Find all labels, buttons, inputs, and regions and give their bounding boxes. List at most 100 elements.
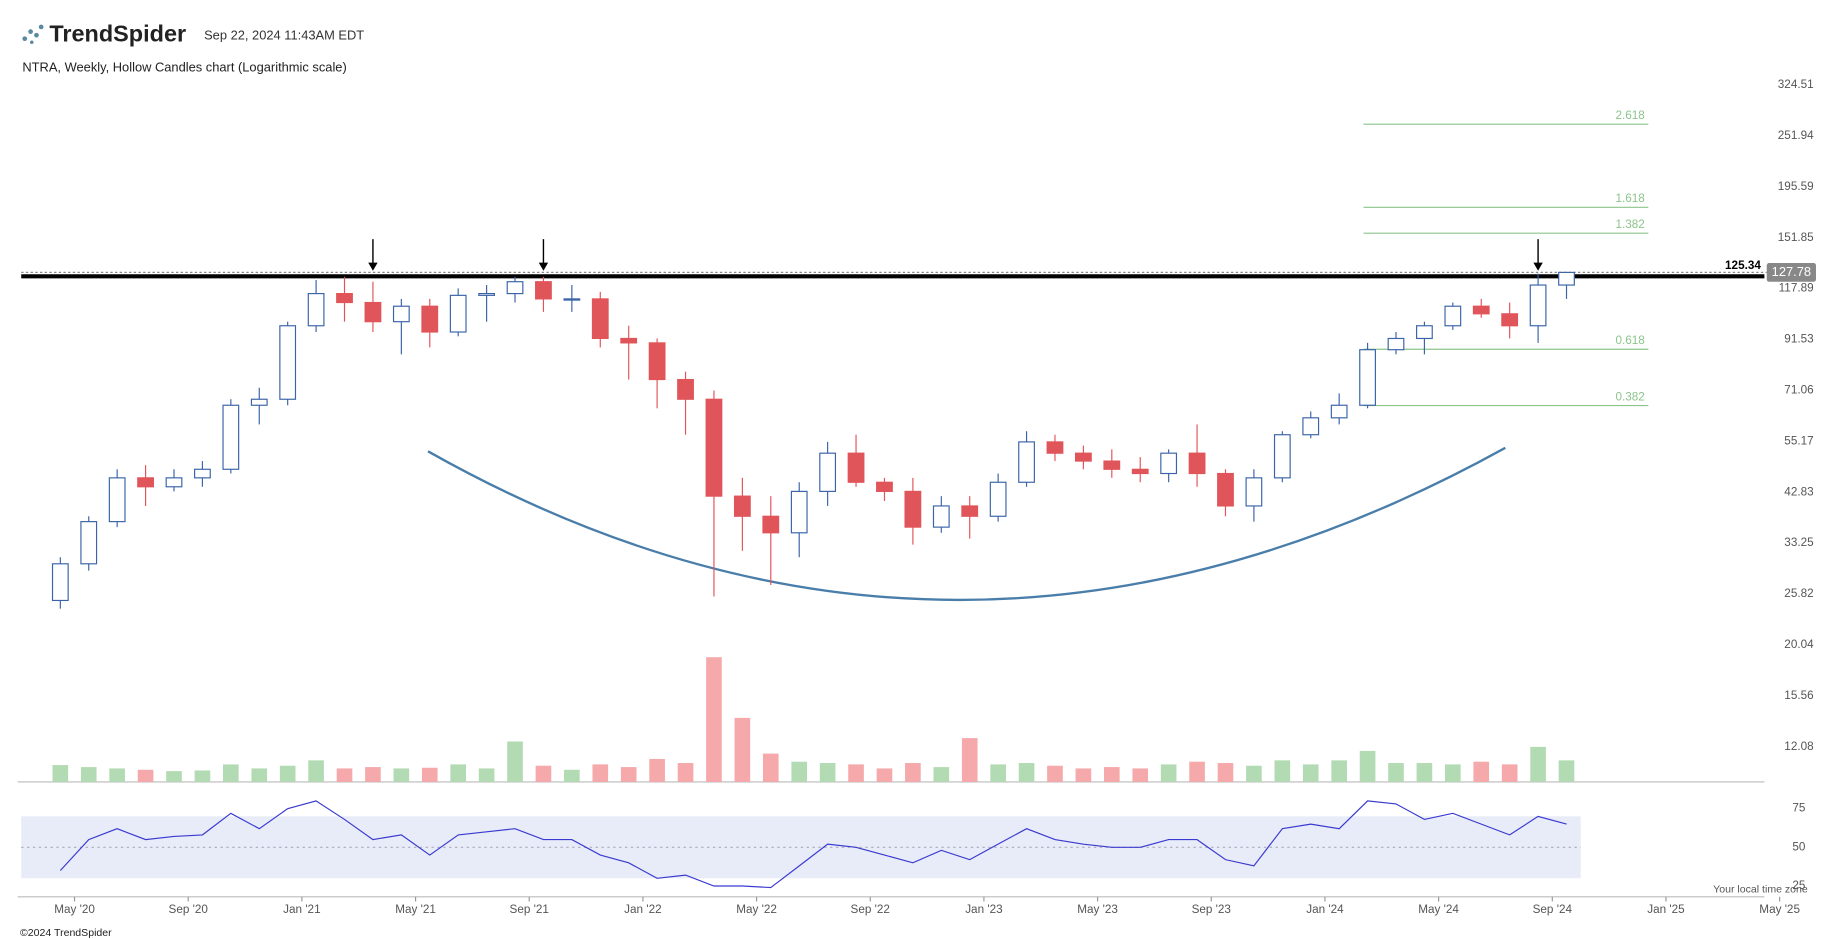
x-tick-label: May '23 bbox=[1077, 903, 1118, 916]
volume-bar bbox=[109, 768, 125, 782]
volume-bar bbox=[848, 764, 864, 782]
y-tick-label: 15.56 bbox=[1784, 689, 1813, 702]
rsi-tick-label: 25 bbox=[1792, 879, 1806, 892]
volume-bar bbox=[905, 763, 921, 782]
x-tick-label: Sep '24 bbox=[1533, 903, 1573, 916]
volume-bar bbox=[251, 768, 268, 782]
y-tick-label: 42.83 bbox=[1784, 485, 1813, 498]
volume-bar bbox=[961, 738, 978, 782]
x-tick-label: Jan '25 bbox=[1647, 903, 1685, 916]
candle-body bbox=[478, 293, 496, 296]
volume-bar bbox=[1160, 764, 1177, 782]
volume-bar bbox=[52, 765, 69, 782]
candle-body bbox=[1387, 337, 1405, 351]
x-tick-label: Sep '21 bbox=[510, 903, 549, 916]
volume-bar bbox=[1530, 746, 1546, 782]
volume-bar bbox=[1302, 764, 1319, 782]
fib-label: 0.618 bbox=[1616, 334, 1646, 347]
candle-body bbox=[790, 490, 808, 534]
volume-bar bbox=[308, 760, 324, 782]
timezone-note: Your local time zone bbox=[1713, 884, 1808, 896]
x-tick-label: Sep '23 bbox=[1192, 903, 1231, 916]
x-tick-label: May '22 bbox=[736, 903, 777, 916]
volume-bar bbox=[194, 770, 211, 782]
volume-bar bbox=[1047, 765, 1063, 782]
resistance-label: 125.34 bbox=[1725, 259, 1761, 272]
volume-bar bbox=[1388, 763, 1404, 782]
candle-body bbox=[932, 505, 950, 528]
candle-body bbox=[1245, 477, 1263, 507]
fib-label: 2.618 bbox=[1616, 109, 1646, 122]
candle-body bbox=[563, 298, 581, 301]
y-tick-label: 25.82 bbox=[1784, 587, 1813, 600]
volume-bar bbox=[365, 767, 381, 782]
volume-bar bbox=[223, 764, 239, 782]
candle-body bbox=[194, 468, 211, 479]
candle-body bbox=[1103, 460, 1121, 470]
volume-bar bbox=[279, 765, 296, 782]
candle-body bbox=[989, 481, 1007, 517]
candle-body bbox=[762, 515, 780, 534]
volume-bar bbox=[876, 768, 893, 782]
volume-bar bbox=[1416, 763, 1433, 782]
volume-bar bbox=[450, 764, 467, 782]
candle-body bbox=[1018, 441, 1035, 483]
fib-label: 0.382 bbox=[1616, 390, 1645, 403]
volume-bar bbox=[1018, 763, 1035, 782]
candle-body bbox=[1359, 349, 1376, 406]
fib-label: 1.618 bbox=[1616, 192, 1646, 205]
cup-curve bbox=[427, 446, 1506, 602]
chart-title: NTRA, Weekly, Hollow Candles chart (Loga… bbox=[22, 59, 346, 74]
candle-body bbox=[51, 563, 69, 602]
candle-body bbox=[648, 342, 666, 381]
candle-body bbox=[449, 294, 467, 333]
last-price-label: 127.78 bbox=[1772, 264, 1811, 279]
volume-bar bbox=[1274, 760, 1291, 782]
candle-body bbox=[1444, 305, 1462, 327]
volume-bar bbox=[706, 657, 722, 782]
candle-body bbox=[1472, 305, 1490, 315]
candle-body bbox=[904, 490, 922, 528]
x-tick-label: Sep '22 bbox=[851, 903, 890, 916]
candle-body bbox=[137, 477, 154, 488]
volume-bar bbox=[1445, 764, 1461, 782]
x-tick-label: Jan '21 bbox=[283, 903, 320, 916]
candle-body bbox=[250, 398, 268, 406]
candle-body bbox=[1131, 468, 1149, 475]
rsi-tick-label: 75 bbox=[1792, 802, 1806, 815]
volume-bar bbox=[137, 769, 154, 782]
volume-bar bbox=[166, 771, 182, 782]
volume-bar bbox=[990, 764, 1006, 782]
rsi-line bbox=[59, 800, 1567, 889]
y-tick-label: 55.17 bbox=[1784, 434, 1813, 447]
candle-body bbox=[1074, 452, 1092, 462]
candle-body bbox=[1217, 472, 1234, 507]
candle-body bbox=[819, 452, 837, 492]
candle-body bbox=[364, 301, 382, 323]
y-tick-label: 20.04 bbox=[1784, 638, 1814, 651]
volume-bar bbox=[393, 768, 410, 782]
candle-body bbox=[1302, 417, 1320, 436]
arrow-head bbox=[368, 262, 378, 271]
volume-bar bbox=[80, 767, 97, 782]
volume-bar bbox=[421, 767, 438, 782]
volume-bar bbox=[1217, 763, 1234, 782]
candle-body bbox=[1416, 325, 1433, 340]
x-tick-label: May '21 bbox=[395, 903, 436, 916]
candle-body bbox=[1501, 313, 1519, 327]
volume-bar bbox=[1189, 761, 1205, 782]
candle-body bbox=[591, 298, 609, 340]
candle-body bbox=[1160, 452, 1178, 475]
y-tick-label: 195.59 bbox=[1778, 180, 1814, 193]
arrow-head bbox=[1533, 262, 1543, 271]
volume-bar bbox=[1246, 765, 1262, 782]
candle-body bbox=[847, 452, 865, 483]
y-tick-label: 91.53 bbox=[1784, 333, 1813, 346]
volume-bar bbox=[564, 769, 580, 782]
y-tick-label: 33.25 bbox=[1784, 536, 1814, 549]
y-tick-label: 12.08 bbox=[1784, 740, 1814, 753]
candle-body bbox=[961, 505, 979, 517]
x-tick-label: May '20 bbox=[54, 903, 95, 916]
logo-icon bbox=[22, 24, 44, 44]
